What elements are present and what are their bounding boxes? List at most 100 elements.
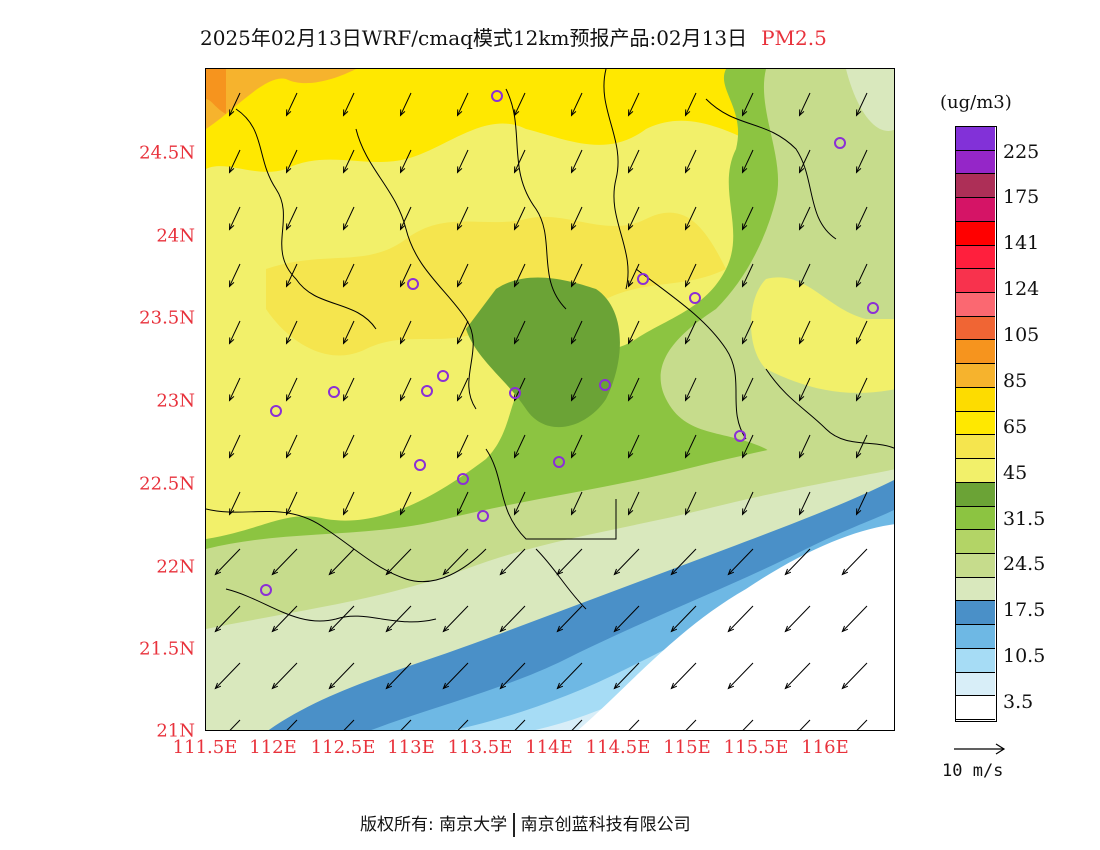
station-marker[interactable] [421,385,433,397]
wind-vector [684,491,697,516]
wind-vector [399,377,412,402]
pm25-band-17-north [846,69,894,131]
lat-label-21n: 21N [156,720,195,742]
wind-vector [798,149,811,174]
colorbar-label-65: 65 [1003,416,1028,438]
wind-vector [798,377,811,402]
wind-vector [513,719,526,731]
wind-vector [342,92,355,117]
colorbar-label-124: 124 [1003,278,1040,300]
station-marker[interactable] [270,405,282,417]
wind-vector [456,149,469,174]
wind-vector [684,434,697,459]
station-marker[interactable] [834,137,846,149]
station-marker[interactable] [328,386,340,398]
wind-vector [798,206,811,231]
colorbar-label-141: 141 [1003,232,1040,254]
pm25-field-map [206,69,894,730]
wind-vector [855,491,868,516]
wind-vector [271,662,298,690]
wind-vector [727,548,754,576]
wind-vector [399,719,412,731]
colorbar-segment [956,530,995,554]
colorbar-segment [956,553,995,578]
station-marker[interactable] [509,387,521,399]
lat-label-23n: 23N [156,390,195,412]
wind-vector [570,491,583,516]
colorbar-segment [956,672,995,697]
wind-reference-arrow [954,743,1006,755]
station-marker[interactable] [553,456,565,468]
pm25-sea-clean [578,524,894,730]
wind-vector [214,548,241,576]
wind-vector [442,605,469,633]
wind-vector [285,320,298,345]
station-marker[interactable] [407,278,419,290]
colorbar-segment [956,293,995,317]
colorbar-label-24-5: 24.5 [1003,553,1046,575]
colorbar-segment [956,411,995,436]
wind-vector [328,662,355,690]
colorbar-label-45: 45 [1003,462,1028,484]
wind-vector [285,149,298,174]
wind-vector [627,206,640,231]
wind-vector [741,320,754,345]
wind-vector [855,719,868,731]
wind-vector [670,548,697,576]
wind-vector [513,206,526,231]
wind-vector [285,719,298,731]
wind-vector [513,263,526,288]
wind-vector [328,605,355,633]
wind-vector [684,263,697,288]
colorbar-label-175: 175 [1003,186,1040,208]
lat-label-22n: 22N [156,556,195,578]
station-marker[interactable] [477,510,489,522]
station-marker[interactable] [457,473,469,485]
station-marker[interactable] [437,370,449,382]
wind-vector [627,491,640,516]
wind-vector [456,263,469,288]
colorbar [955,126,997,722]
station-marker[interactable] [414,459,426,471]
footer-right: 南京创蓝科技有限公司 [520,815,691,835]
wind-vector [399,434,412,459]
footer-left: 版权所有: 南京大学 [360,815,508,835]
wind-vector [271,548,298,576]
colorbar-segment [956,506,995,531]
wind-vector [399,320,412,345]
wind-vector [855,434,868,459]
wind-vector [798,434,811,459]
wind-vector [342,320,355,345]
copyright-footer: 版权所有: 南京大学 南京创蓝科技有限公司 [360,810,691,837]
station-marker[interactable] [867,302,879,314]
wind-vector [570,434,583,459]
wind-vector [627,719,640,731]
station-marker[interactable] [637,273,649,285]
wind-vector [342,719,355,731]
pm25-band-31-core [466,277,620,428]
wind-vector [684,320,697,345]
wind-vector [570,206,583,231]
wind-vector [613,605,640,633]
wind-vector [456,434,469,459]
colorbar-segment [956,387,995,412]
lon-label-111-5e: 111.5E [172,737,238,758]
wind-vector [855,92,868,117]
station-marker[interactable] [260,584,272,596]
wind-vector [513,434,526,459]
station-marker[interactable] [689,292,701,304]
wind-vector [399,92,412,117]
wind-vector [342,149,355,174]
wind-vector [385,605,412,633]
wind-vector [784,605,811,633]
station-marker[interactable] [599,379,611,391]
colorbar-segment [956,459,995,483]
station-marker[interactable] [734,430,746,442]
wind-vector [570,377,583,402]
lat-label-23-5n: 23.5N [139,307,195,329]
map-area[interactable] [205,68,895,731]
colorbar-segment [956,198,995,222]
station-marker[interactable] [491,90,503,102]
wind-vector [214,605,241,633]
wind-vector [228,434,241,459]
